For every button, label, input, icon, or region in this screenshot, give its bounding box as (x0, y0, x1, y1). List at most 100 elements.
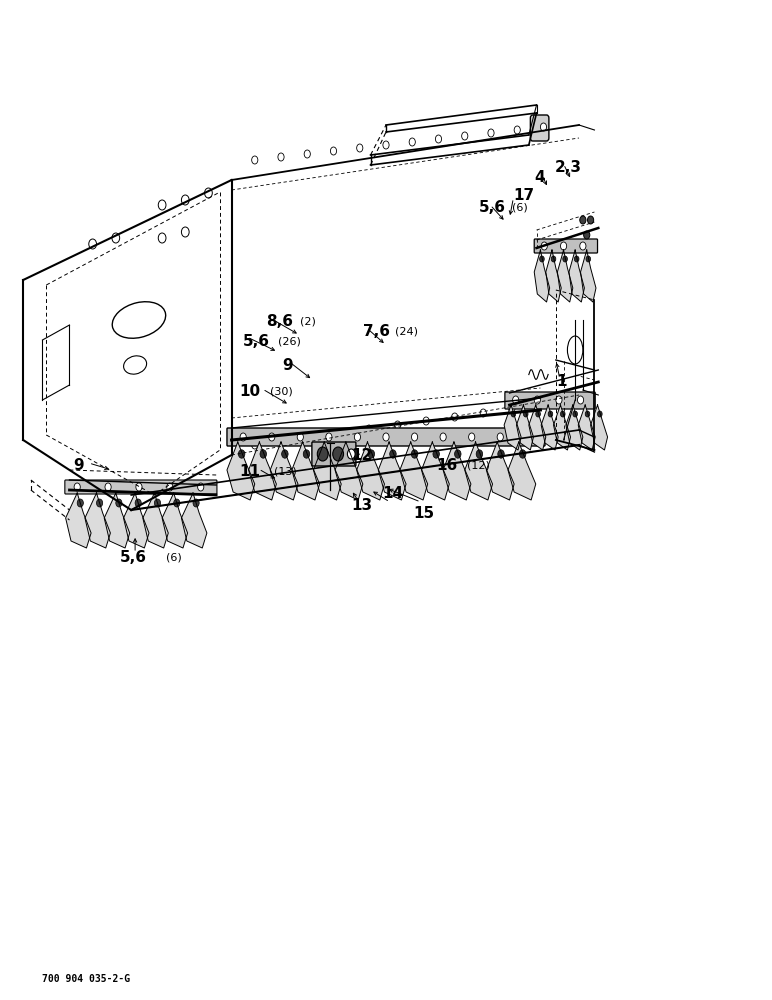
Polygon shape (541, 405, 558, 450)
Circle shape (239, 450, 245, 458)
Circle shape (560, 411, 565, 417)
Text: (30): (30) (270, 387, 293, 397)
Text: 11: 11 (239, 464, 260, 480)
Circle shape (452, 413, 458, 421)
Polygon shape (104, 493, 130, 548)
Circle shape (534, 396, 540, 404)
FancyBboxPatch shape (65, 480, 217, 494)
Circle shape (347, 449, 355, 459)
Circle shape (390, 450, 396, 458)
Circle shape (205, 188, 212, 198)
Circle shape (325, 450, 331, 458)
Circle shape (330, 147, 337, 155)
Polygon shape (486, 442, 514, 500)
Polygon shape (249, 442, 276, 500)
Polygon shape (546, 250, 561, 302)
Circle shape (435, 135, 442, 143)
Polygon shape (66, 493, 91, 548)
Circle shape (260, 450, 266, 458)
Polygon shape (292, 442, 320, 500)
Text: 5,6: 5,6 (243, 334, 270, 350)
Circle shape (181, 195, 189, 205)
Circle shape (278, 153, 284, 161)
Circle shape (548, 411, 553, 417)
Text: (13): (13) (274, 467, 296, 477)
Circle shape (167, 483, 173, 491)
Circle shape (514, 126, 520, 134)
Ellipse shape (124, 356, 147, 374)
Circle shape (357, 144, 363, 152)
Circle shape (488, 129, 494, 137)
Text: 7,6: 7,6 (363, 324, 390, 340)
Circle shape (560, 242, 567, 250)
Text: 5,6: 5,6 (120, 550, 147, 566)
Text: (24): (24) (395, 327, 418, 337)
Text: (6): (6) (512, 203, 527, 213)
Circle shape (598, 411, 602, 417)
Circle shape (411, 433, 418, 441)
Circle shape (347, 450, 353, 458)
Polygon shape (516, 405, 533, 450)
Polygon shape (270, 442, 298, 500)
Circle shape (198, 483, 204, 491)
Circle shape (587, 216, 594, 224)
Circle shape (520, 450, 526, 458)
Circle shape (77, 499, 83, 507)
Text: 12: 12 (351, 448, 373, 462)
Polygon shape (591, 405, 608, 450)
Circle shape (541, 242, 547, 250)
Circle shape (526, 433, 532, 441)
Text: (6): (6) (166, 553, 181, 563)
Circle shape (269, 433, 275, 441)
FancyBboxPatch shape (505, 392, 595, 409)
Polygon shape (581, 250, 596, 302)
Circle shape (89, 239, 96, 249)
Circle shape (586, 256, 591, 262)
Polygon shape (227, 442, 255, 500)
Circle shape (394, 421, 401, 429)
Circle shape (580, 242, 586, 250)
Circle shape (551, 256, 556, 262)
Circle shape (368, 450, 374, 458)
Polygon shape (554, 405, 571, 450)
Polygon shape (313, 442, 341, 500)
Circle shape (240, 433, 246, 441)
Circle shape (433, 450, 439, 458)
Circle shape (317, 447, 328, 461)
Text: 700 904 035-2-G: 700 904 035-2-G (42, 974, 130, 984)
Circle shape (497, 433, 503, 441)
Circle shape (181, 227, 189, 237)
Polygon shape (335, 442, 363, 500)
Circle shape (383, 433, 389, 441)
Text: 16: 16 (436, 458, 458, 473)
Circle shape (556, 396, 562, 404)
Text: 15: 15 (413, 506, 434, 520)
Circle shape (513, 396, 519, 404)
FancyBboxPatch shape (227, 428, 545, 446)
Circle shape (574, 256, 579, 262)
Text: 17: 17 (513, 188, 534, 202)
Polygon shape (357, 442, 384, 500)
Circle shape (333, 447, 344, 461)
Circle shape (498, 450, 504, 458)
Circle shape (297, 433, 303, 441)
Circle shape (135, 499, 141, 507)
Circle shape (366, 425, 372, 433)
Circle shape (74, 483, 80, 491)
Circle shape (280, 437, 286, 445)
FancyBboxPatch shape (530, 115, 549, 141)
Circle shape (154, 499, 161, 507)
Polygon shape (400, 442, 428, 500)
Circle shape (303, 450, 310, 458)
Text: 9: 9 (282, 358, 293, 372)
Polygon shape (181, 493, 207, 548)
Circle shape (563, 256, 567, 262)
Circle shape (580, 216, 586, 224)
Text: 4: 4 (534, 170, 545, 186)
Polygon shape (422, 442, 449, 500)
Circle shape (354, 433, 361, 441)
Circle shape (252, 441, 258, 449)
Polygon shape (162, 493, 188, 548)
Circle shape (136, 483, 142, 491)
Circle shape (409, 138, 415, 146)
